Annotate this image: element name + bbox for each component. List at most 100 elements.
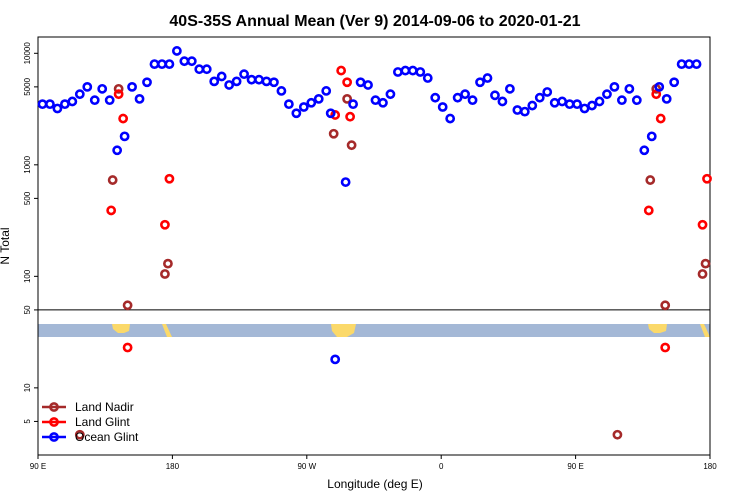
ocean-glint-point [216,71,227,82]
land-glint-point [660,342,671,353]
ocean-glint-point [67,96,78,107]
land-nadir-point [660,300,671,311]
ocean-glint-point [385,89,396,100]
ocean-glint-point [127,81,137,92]
ocean-glint-point [422,73,433,83]
y-tick-label: 5 [23,419,32,424]
land-glint-point [655,113,666,124]
ocean-glint-point [171,46,182,56]
ocean-glint-point [298,102,309,112]
ocean-glint-point [661,94,672,104]
ocean-glint-point [602,89,612,100]
ocean-glint-point [246,74,257,85]
ocean-glint-point [370,95,381,106]
ocean-glint-point [579,103,590,114]
x-tick-label: 90 E [30,462,46,471]
ocean-glint-point [542,87,553,97]
ocean-glint-point [330,354,341,365]
ocean-glint-point [624,83,635,94]
ocean-glint-point [97,83,108,94]
ocean-glint-point [112,145,123,156]
ocean-glint-point [261,76,272,87]
ocean-glint-point [415,67,426,77]
land-glint-point [113,89,124,100]
y-axis: 5 10 50 100 500 1000 5000 10000 [23,42,38,424]
ocean-glint-point [572,99,582,110]
coastline-map-strip [38,324,710,337]
land-glint-point [345,111,356,122]
land-glint-point [336,65,347,76]
plot-frame [37,36,711,456]
ocean-glint-point [355,77,366,88]
ocean-glint-point [400,65,411,76]
ocean-glint-point [646,131,657,142]
ocean-glint-point [89,95,100,106]
y-axis-label: N Total [0,227,12,264]
land-nadir-point [328,128,339,139]
ocean-glint-point [340,177,351,187]
chart-title: 40S-35S Annual Mean (Ver 9) 2014-09-06 t… [169,13,580,30]
ocean-glint-point [164,59,175,70]
y-tick-label: 10000 [23,42,32,65]
y-tick-label: 50 [23,305,32,314]
ocean-glint-point [392,67,403,77]
x-axis: 90 E 180 90 W 0 90 E 180 [30,455,717,471]
x-axis-label: Longitude (deg E) [327,477,422,491]
legend-label: Ocean Glint [75,430,139,444]
ocean-glint-point [283,99,294,110]
ocean-glint-point [557,96,568,107]
land-nadir-point [160,269,170,279]
land-nadir-point [107,175,118,185]
ocean-glint-point [587,100,597,111]
ocean-glint-point [363,80,373,90]
ocean-glint-point [639,145,650,156]
legend-swatch-marker [49,417,59,427]
ocean-glint-point [549,97,560,108]
ocean-glint-point [437,102,448,112]
x-tick-label: 180 [703,462,717,471]
ocean-glint-point [676,59,687,70]
ocean-glint-point [430,92,441,103]
ocean-glint-point [497,96,508,107]
ocean-glint-point [452,92,463,103]
ocean-glint-point [201,64,212,75]
y-tick-label: 1000 [23,155,32,173]
ocean-glint-point [313,94,324,104]
ocean-glint-point [460,89,470,100]
ocean-glint-point [82,81,93,92]
land-glint-point [122,342,133,353]
ocean-glint-point [467,95,478,106]
ocean-glint-point [482,73,493,83]
legend-label: Land Nadir [75,400,134,414]
ocean-glint-point [445,113,456,124]
land-glint-point [160,219,170,230]
y-tick-label: 10 [23,383,32,392]
ocean-glint-point [654,81,665,92]
ocean-glint-point [224,80,235,90]
legend-label: Land Glint [75,415,130,429]
ocean-glint-point [179,56,190,67]
ocean-glint-point [564,99,575,110]
land-nadir-point [74,429,85,440]
land-glint-point [164,173,175,184]
ocean-glint-point [157,59,167,70]
x-tick-label: 90 E [567,462,583,471]
land-nadir-point [113,83,124,94]
ocean-glint-point [609,81,620,92]
ocean-glint-point [254,74,264,85]
x-tick-label: 90 W [297,462,316,471]
ocean-glint-point [504,83,515,94]
x-tick-label: 0 [439,462,444,471]
legend-swatch-marker [49,402,59,412]
ocean-glint-point [527,100,538,111]
land-glint-point [342,77,353,88]
ocean-glint-point [142,77,152,88]
ocean-glint-point [325,108,336,119]
ocean-glint-point [669,77,680,88]
land-nadir-point [122,300,133,311]
land-nadir-point [342,94,353,104]
ocean-glint-point [276,86,287,96]
ocean-glint-point [37,99,48,110]
